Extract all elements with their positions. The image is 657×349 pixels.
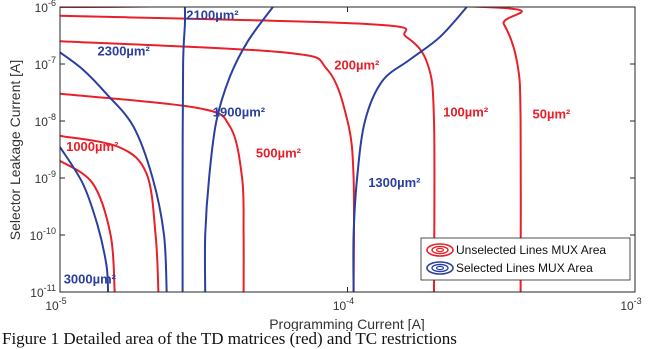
y-tick-label: 10-7 [35,55,56,72]
chart: 50µm² 100µm² 200µm² 500µm² 1000µm² 1300µm² 190… [7,0,642,331]
legend-label: Unselected Lines MUX Area [456,243,606,257]
series-line-1000um2 [60,134,160,292]
x-tick-label: 10-5 [45,296,66,313]
curve-label: 3000µm² [64,272,117,287]
curve-label: 2300µm² [98,44,151,59]
y-tick-label: 10-11 [30,283,56,300]
curve-label: 100µm² [443,105,489,120]
legend-marker-inner [431,263,449,273]
y-axis-title: Selector Leakage Current [A] [7,60,23,241]
legend-marker-core [435,265,445,271]
x-axis-title: Programming Current [A] [269,316,425,331]
series-line-100um2 [60,14,436,292]
series-line-200um2 [60,40,356,292]
figure-caption: Figure 1 Detailed area of the TD matrice… [2,329,457,348]
legend-marker [426,261,454,275]
series-line-3000um2 [60,146,110,292]
legend-marker-inner [431,245,449,255]
y-tick-label: 10-6 [35,0,56,15]
series-line-2300um2 [60,51,168,292]
curve-label: 200µm² [334,58,380,73]
series-line-500um2 [60,92,245,292]
x-tick-label: 10-4 [333,296,354,313]
legend-marker [426,243,454,257]
legend-label: Selected Lines MUX Area [456,261,593,275]
y-tick-label: 10-8 [35,112,56,129]
curve-label: 1300µm² [368,175,421,190]
curve-label: 500µm² [256,145,302,160]
curve-label: 1000µm² [66,139,119,154]
legend-marker-core [435,247,445,253]
series-line-1900um2 [203,7,274,292]
curve-label: 2100µm² [186,8,239,23]
series-line-1300um2 [352,7,468,292]
series-line-50um2 [60,7,523,292]
series-line-2100um2 [181,7,187,292]
x-tick-label: 10-3 [620,296,641,313]
curve-label: 1900µm² [213,105,266,120]
y-tick-label: 10-10 [30,226,56,243]
y-tick-label: 10-9 [35,169,56,186]
legend: Unselected Lines MUX Area Selected Lines … [420,237,631,281]
curve-label: 50µm² [533,107,572,122]
legend-box [420,237,631,281]
